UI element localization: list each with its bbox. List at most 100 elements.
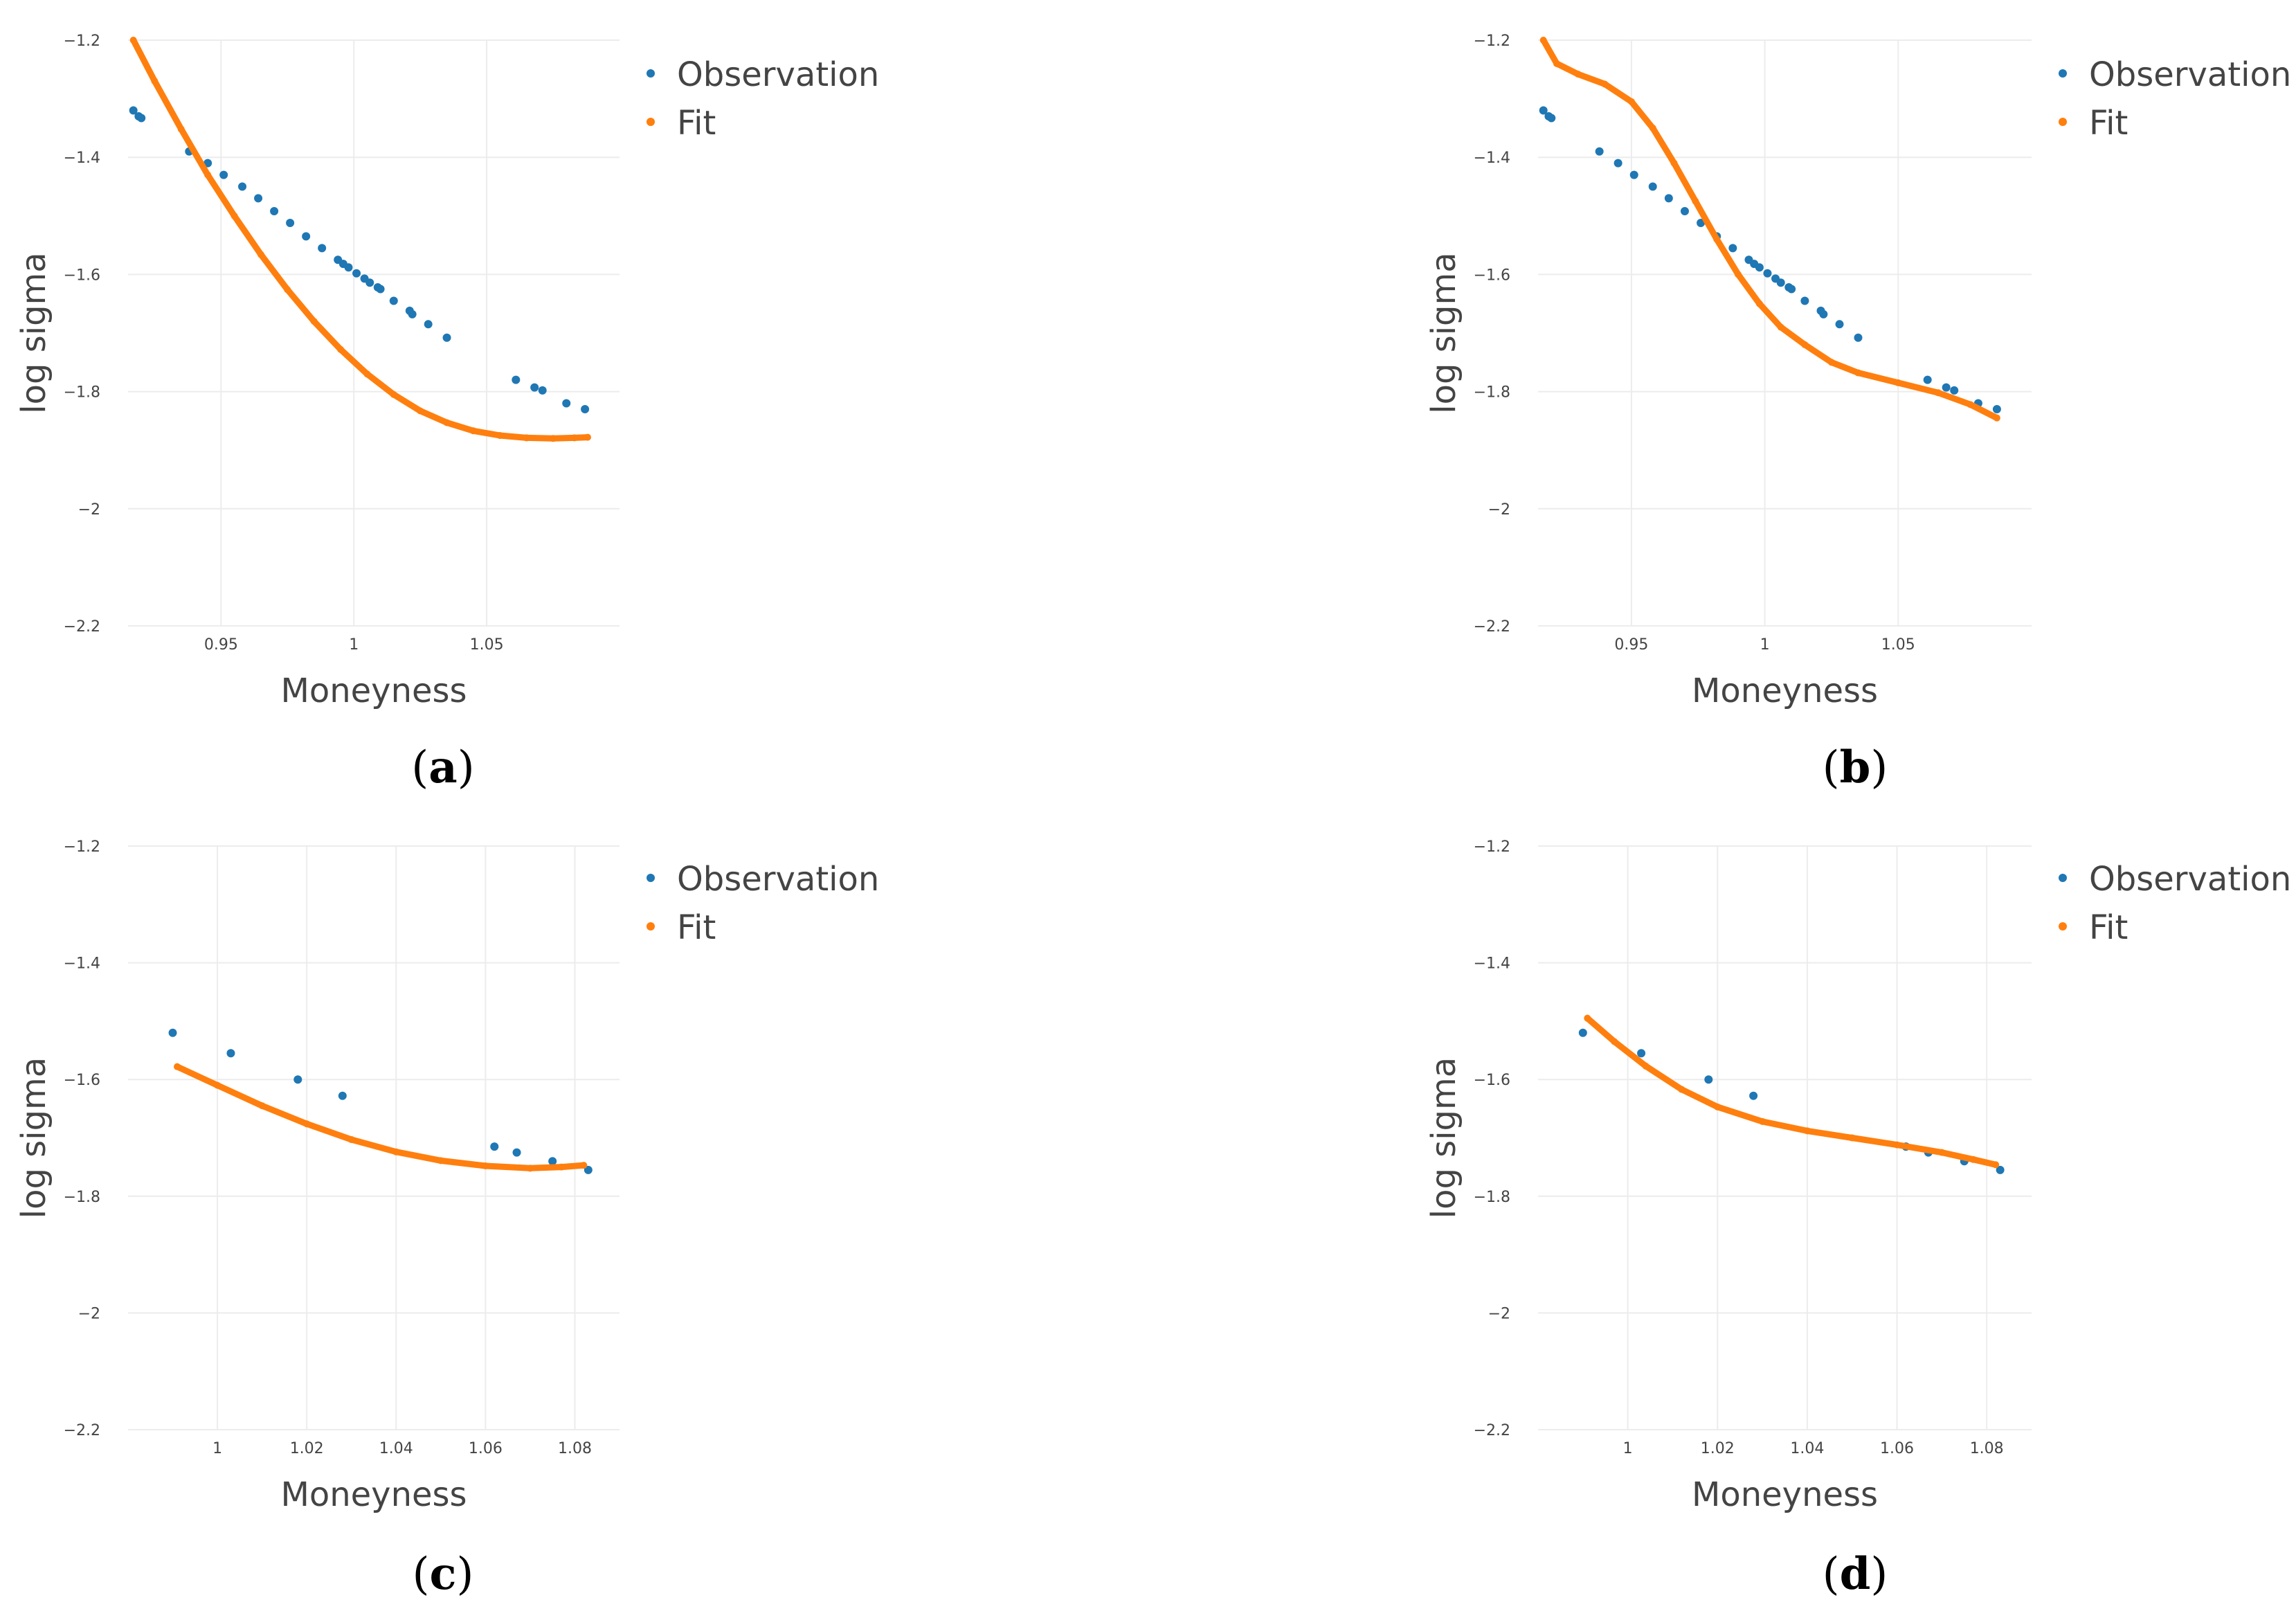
fit-point	[284, 286, 291, 294]
fit-point	[204, 171, 212, 179]
fit-point	[1755, 300, 1763, 307]
legend-marker-fit	[2059, 118, 2067, 126]
y-axis-title: log sigma	[1425, 1057, 1463, 1219]
observation-point	[1547, 114, 1556, 123]
y-tick-label: −1.6	[64, 1072, 100, 1089]
fit-point	[496, 432, 504, 440]
legend-marker-observation	[2059, 874, 2067, 882]
observation-point	[286, 218, 295, 227]
legend-label-observation: Observation	[2089, 55, 2291, 94]
x-tick-label: 1.02	[290, 1440, 324, 1457]
fit-point	[482, 1162, 489, 1169]
y-tick-label: −1.4	[1474, 150, 1510, 167]
fit-point	[1627, 98, 1635, 105]
caption-paren-open: (	[1823, 1549, 1840, 1600]
x-tick-label: 0.95	[1614, 636, 1648, 654]
observation-point	[1776, 278, 1785, 287]
x-axis-title: Moneyness	[1692, 1475, 1878, 1514]
fit-point	[1895, 379, 1902, 386]
observation-point	[1680, 207, 1689, 216]
observation-point	[408, 309, 417, 318]
observation-point	[1763, 269, 1772, 278]
caption-paren-open: (	[1823, 742, 1840, 793]
observation-point	[1648, 182, 1657, 191]
legend-marker-fit	[647, 118, 655, 126]
fit-point	[337, 345, 345, 353]
legend-label-observation: Observation	[2089, 860, 2291, 899]
fit-point	[303, 1120, 311, 1128]
observation-point	[1629, 170, 1638, 179]
legend[interactable]: Observation Fit	[2059, 55, 2291, 143]
fit-point	[1553, 60, 1560, 67]
fit-point	[1735, 271, 1742, 278]
legend-marker-observation	[2059, 69, 2067, 78]
chart-panel-b: −1.2 −1.4 −1.6 −1.8 −2 −2.2 0.95 1 1.05Moneyness…	[1425, 33, 2291, 793]
observation-point	[219, 170, 228, 179]
x-axis-title: Moneyness	[280, 672, 467, 710]
fit-point	[417, 407, 424, 415]
fit-point	[174, 1063, 181, 1070]
fit-point	[214, 1081, 222, 1089]
y-tick-label: −1.2	[1474, 33, 1510, 50]
x-tick-label: 1.06	[1880, 1440, 1914, 1457]
observation-point	[318, 244, 327, 253]
y-tick-label: −1.8	[64, 384, 100, 402]
y-tick-label: −1.8	[1474, 1189, 1510, 1206]
observation-point	[1578, 1028, 1587, 1037]
fit-point	[1713, 235, 1721, 243]
legend[interactable]: Observation Fit	[2059, 860, 2291, 947]
fit-point	[1969, 1156, 1977, 1163]
caption-paren-open: (	[411, 742, 428, 793]
series-fit	[129, 37, 591, 442]
legend-marker-fit	[2059, 922, 2067, 931]
fit-point	[258, 1102, 266, 1110]
observation-point	[1755, 263, 1764, 272]
legend-label-fit: Fit	[2089, 104, 2128, 143]
legend-label-fit: Fit	[677, 908, 716, 947]
observation-point	[1942, 383, 1951, 392]
y-tick-label: −2	[1488, 1305, 1510, 1322]
fit-line	[1584, 1015, 1999, 1168]
observation-point	[365, 278, 374, 287]
y-tick-label: −1.8	[1474, 384, 1510, 402]
x-tick-label: 1.05	[1881, 636, 1915, 654]
fit-point	[1642, 1062, 1649, 1070]
observation-point	[226, 1049, 235, 1058]
y-tick-label: −2.2	[64, 618, 100, 636]
observation-point	[1800, 296, 1809, 305]
fit-point	[347, 1136, 355, 1144]
y-tick-label: −2.2	[64, 1422, 100, 1439]
x-tick-label: 1.08	[1970, 1440, 2004, 1457]
y-tick-label: −1.4	[64, 150, 100, 167]
legend[interactable]: Observation Fit	[647, 55, 879, 143]
fit-point	[1893, 1141, 1901, 1149]
caption-paren-close: )	[456, 1549, 473, 1600]
fit-point	[437, 1157, 444, 1165]
panel-caption: (a)	[411, 741, 474, 793]
caption-paren-open: (	[413, 1549, 430, 1600]
fit-point	[526, 1165, 534, 1172]
caption-letter: b	[1840, 741, 1871, 793]
y-tick-label: −2.2	[1474, 1422, 1510, 1439]
observation-point	[538, 386, 547, 395]
fit-point	[1854, 369, 1862, 377]
y-tick-label: −1.2	[64, 33, 100, 50]
series-fit	[1539, 37, 2000, 422]
fit-point	[1678, 1086, 1685, 1093]
caption-letter: c	[430, 1548, 457, 1600]
y-tick-label: −2	[1488, 501, 1510, 519]
fit-point	[1827, 359, 1835, 366]
fit-point	[129, 37, 137, 44]
y-tick-label: −1.4	[1474, 955, 1510, 973]
legend-marker-observation	[647, 874, 655, 882]
observation-point	[1923, 375, 1932, 384]
panel-caption: (c)	[413, 1548, 474, 1600]
x-tick-label: 1.08	[558, 1440, 592, 1457]
legend-label-observation: Observation	[677, 55, 879, 94]
legend[interactable]: Observation Fit	[647, 860, 879, 947]
observation-point	[1539, 106, 1548, 115]
fit-point	[1692, 197, 1699, 205]
observation-point	[424, 320, 433, 329]
observation-point	[1749, 1091, 1758, 1100]
